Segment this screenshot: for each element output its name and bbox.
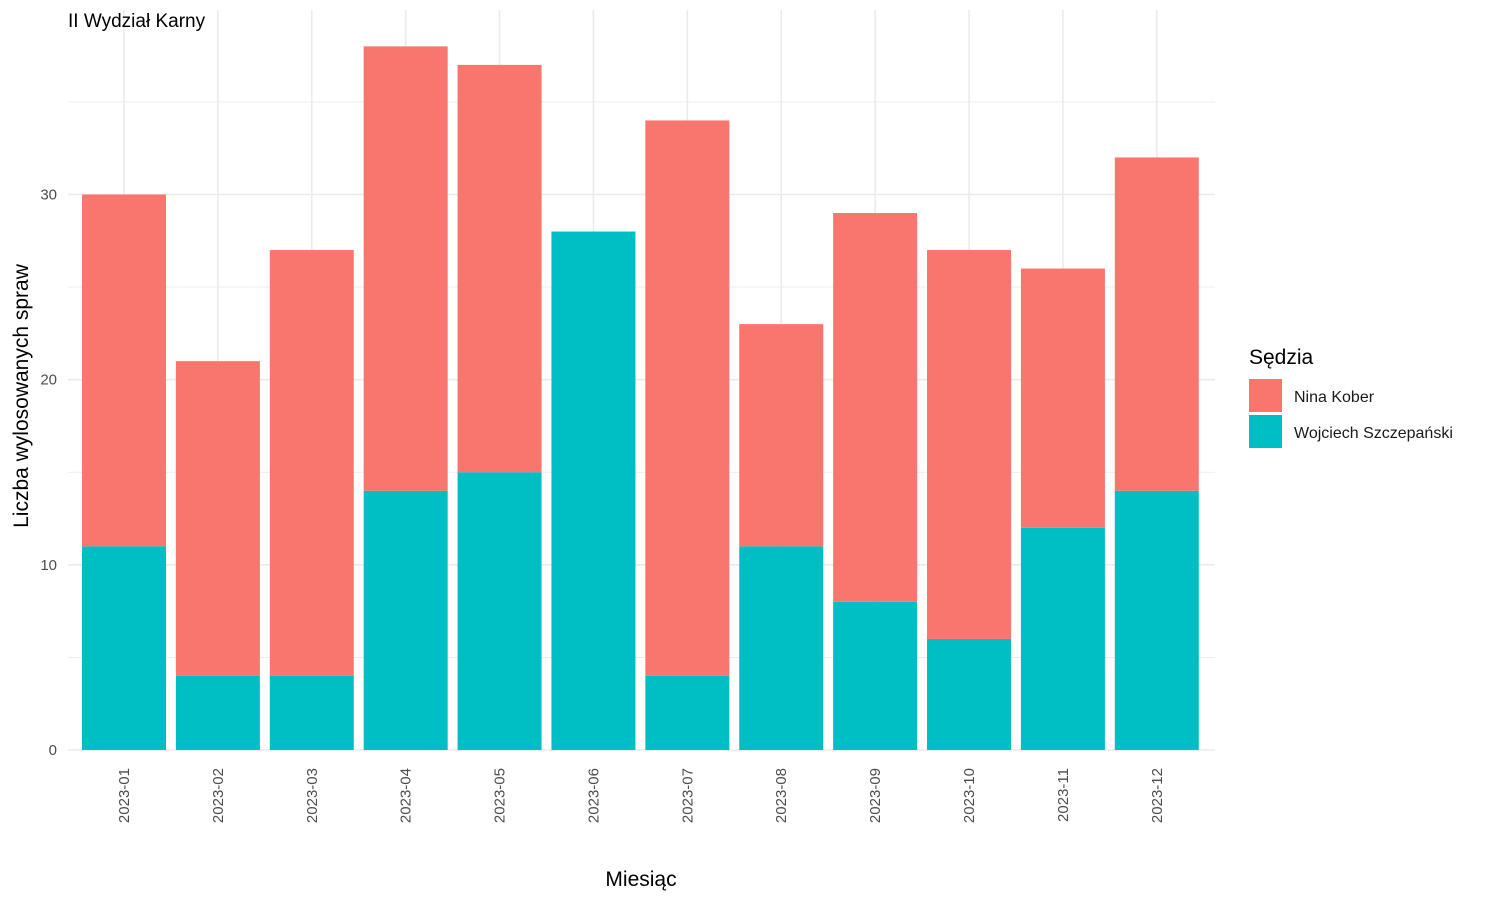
legend: Sędzia Nina Kober Wojciech Szczepański xyxy=(1249,346,1453,448)
x-tick-label: 2023-12 xyxy=(1149,768,1166,823)
bar-wojciech-szczepanski xyxy=(927,638,1012,750)
bar-wojciech-szczepanski xyxy=(739,546,824,750)
y-axis-ticks: 0 10 20 30 xyxy=(40,187,57,760)
bar-nina-kober xyxy=(739,324,824,547)
x-axis-title: Miesiąc xyxy=(605,868,676,891)
chart-title: II Wydział Karny xyxy=(68,11,206,32)
legend-swatch-wojciech-szczepanski xyxy=(1249,415,1282,448)
y-tick-label: 0 xyxy=(49,742,57,759)
x-tick-label: 2023-09 xyxy=(867,768,884,823)
x-tick-label: 2023-07 xyxy=(679,768,696,823)
bar-wojciech-szczepanski xyxy=(175,675,260,750)
y-axis-title: Liczba wylosowanych spraw xyxy=(10,263,33,528)
bar-nina-kober xyxy=(1114,157,1199,491)
x-tick-label: 2023-08 xyxy=(773,768,790,823)
legend-label-nina-kober: Nina Kober xyxy=(1294,389,1375,406)
bar-nina-kober xyxy=(927,250,1012,639)
bar-wojciech-szczepanski xyxy=(363,490,448,750)
x-tick-label: 2023-06 xyxy=(585,768,602,823)
bar-wojciech-szczepanski xyxy=(82,546,166,750)
bar-wojciech-szczepanski xyxy=(269,675,354,750)
bar-nina-kober xyxy=(833,213,918,602)
x-tick-label: 2023-04 xyxy=(398,768,415,823)
x-tick-label: 2023-11 xyxy=(1055,768,1072,822)
x-tick-label: 2023-10 xyxy=(961,768,978,823)
y-tick-label: 20 xyxy=(40,372,57,389)
x-tick-label: 2023-01 xyxy=(116,768,133,823)
y-tick-label: 30 xyxy=(40,187,57,204)
bar-wojciech-szczepanski xyxy=(1114,490,1199,750)
x-tick-label: 2023-03 xyxy=(304,768,321,823)
bar-nina-kober xyxy=(82,194,166,547)
bar-wojciech-szczepanski xyxy=(551,231,636,751)
bar-wojciech-szczepanski xyxy=(457,472,542,750)
bar-nina-kober xyxy=(457,64,542,473)
bar-wojciech-szczepanski xyxy=(645,675,730,750)
bar-nina-kober xyxy=(175,361,260,676)
bar-nina-kober xyxy=(1020,268,1105,528)
legend-title: Sędzia xyxy=(1249,346,1314,369)
y-tick-label: 10 xyxy=(40,557,57,574)
x-axis-ticks: 2023-01 2023-02 2023-03 2023-04 2023-05 2023-… xyxy=(116,768,1166,823)
x-tick-label: 2023-05 xyxy=(492,768,509,823)
bar-wojciech-szczepanski xyxy=(1020,527,1105,750)
bars xyxy=(82,46,1199,751)
bar-nina-kober xyxy=(269,250,354,676)
bar-nina-kober xyxy=(645,120,730,676)
legend-label-wojciech-szczepanski: Wojciech Szczepański xyxy=(1294,425,1453,442)
bar-wojciech-szczepanski xyxy=(833,601,918,750)
bar-nina-kober xyxy=(363,46,448,491)
x-tick-label: 2023-02 xyxy=(210,768,227,823)
legend-swatch-nina-kober xyxy=(1249,379,1282,412)
